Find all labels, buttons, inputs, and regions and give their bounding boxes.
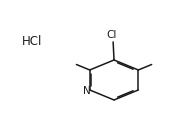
Text: Cl: Cl xyxy=(106,30,117,40)
Text: N: N xyxy=(83,86,90,96)
Text: HCl: HCl xyxy=(22,35,42,48)
